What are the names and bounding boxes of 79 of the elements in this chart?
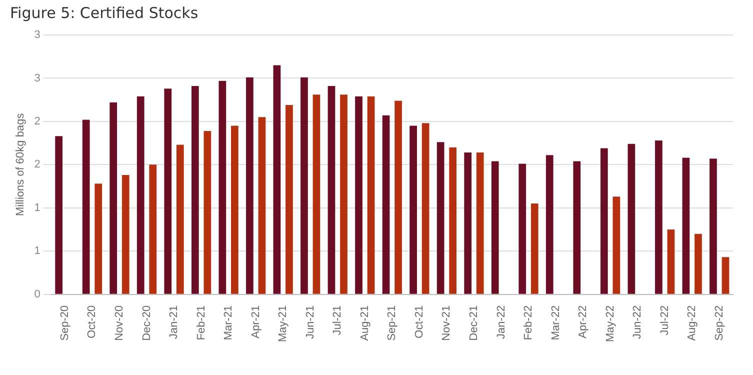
y-tick-label: 3 xyxy=(34,72,40,84)
bar xyxy=(355,96,362,294)
bar xyxy=(367,96,375,294)
x-tick-label: Dec-21 xyxy=(468,305,480,341)
bar xyxy=(164,88,172,294)
bar xyxy=(600,148,608,294)
x-tick-label: Oct-20 xyxy=(86,305,98,338)
bar xyxy=(436,142,444,294)
bar xyxy=(655,140,662,294)
x-tick-label: Apr-21 xyxy=(250,305,262,338)
x-tick-label: Mar-21 xyxy=(222,305,235,340)
x-tick-label: Feb-21 xyxy=(195,305,208,340)
bar xyxy=(682,158,690,294)
bar xyxy=(176,144,184,294)
x-tick-label: Jan-21 xyxy=(168,305,180,339)
x-tick-label: Jan-22 xyxy=(495,305,508,339)
bar xyxy=(667,229,675,294)
bar xyxy=(273,65,281,294)
bar xyxy=(394,100,402,294)
bar xyxy=(82,120,90,294)
x-tick-label: Oct-21 xyxy=(413,305,426,338)
x-tick-label: Sep-21 xyxy=(386,305,398,341)
bar xyxy=(464,152,472,294)
bar xyxy=(246,77,254,294)
y-tick-label: 2 xyxy=(34,115,40,128)
x-tick-label: Sep-20 xyxy=(58,305,71,341)
y-tick-label: 1 xyxy=(34,245,40,258)
x-tick-label: Nov-20 xyxy=(114,305,126,341)
bar xyxy=(628,144,636,294)
bar xyxy=(191,86,199,294)
x-tick-label: Apr-22 xyxy=(577,305,590,338)
bar xyxy=(530,204,538,294)
bar xyxy=(149,164,157,294)
bar xyxy=(300,77,308,294)
bar xyxy=(722,257,730,294)
x-tick-label: May-22 xyxy=(604,305,616,342)
bar xyxy=(94,184,102,294)
x-tick-label: Feb-22 xyxy=(522,305,535,340)
bar xyxy=(382,115,390,294)
x-tick-label: Aug-21 xyxy=(358,305,371,341)
bar xyxy=(410,126,417,294)
x-tick-label: Dec-20 xyxy=(140,305,153,341)
x-tick-label: Jul-22 xyxy=(658,305,671,336)
bar xyxy=(328,86,336,294)
bar xyxy=(694,234,702,294)
x-tick-label: Jun-22 xyxy=(632,305,644,339)
bar xyxy=(422,123,430,294)
bar xyxy=(476,152,484,294)
bar xyxy=(340,94,348,294)
bar xyxy=(449,147,457,294)
x-tick-label: Aug-22 xyxy=(686,305,698,341)
x-tick-label: Jul-21 xyxy=(332,305,344,336)
bar xyxy=(136,96,144,294)
y-tick-label: 3 xyxy=(34,29,40,42)
y-axis-title: Millions of 60kg bags xyxy=(14,112,27,216)
bar xyxy=(546,155,554,294)
bar xyxy=(110,102,118,294)
y-tick-label: 1 xyxy=(34,202,40,214)
bar xyxy=(218,80,226,294)
bar xyxy=(573,161,581,294)
y-tick-label: 0 xyxy=(34,288,40,300)
bar xyxy=(204,130,212,294)
bar xyxy=(55,136,62,294)
bar xyxy=(612,196,620,294)
x-tick-label: Nov-21 xyxy=(440,305,453,341)
x-tick-label: May-21 xyxy=(277,305,290,342)
bar xyxy=(518,164,526,294)
x-tick-label: Jun-21 xyxy=(304,305,316,339)
bar xyxy=(231,126,238,294)
x-tick-label: Sep-22 xyxy=(713,305,726,341)
x-tick-label: Mar-22 xyxy=(550,305,562,340)
bar xyxy=(258,117,266,294)
bar xyxy=(312,94,320,294)
y-tick-label: 2 xyxy=(34,158,40,171)
bar xyxy=(710,158,717,294)
bar xyxy=(122,175,130,294)
bar xyxy=(491,161,499,294)
bar xyxy=(286,105,293,294)
chart-title: Figure 5: Certified Stocks xyxy=(10,4,198,22)
